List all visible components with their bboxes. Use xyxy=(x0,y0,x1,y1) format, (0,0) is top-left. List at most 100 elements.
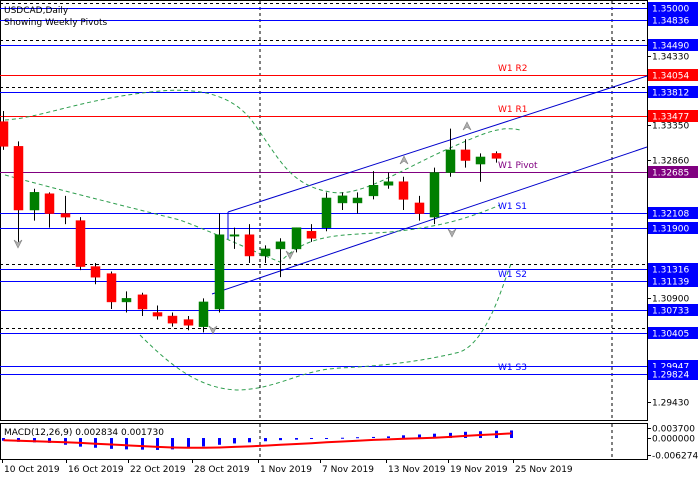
macd-histogram-bar xyxy=(110,438,113,449)
candle xyxy=(337,192,348,210)
candle-body xyxy=(429,172,440,218)
candle xyxy=(167,312,178,327)
candle xyxy=(275,238,286,278)
macd-histogram-bar xyxy=(418,434,421,439)
candle-body xyxy=(368,185,379,197)
candle xyxy=(445,128,456,177)
pivot-label: W1 Pivot xyxy=(498,161,538,171)
time-tick-label: 16 Oct 2019 xyxy=(68,465,124,475)
candle xyxy=(90,263,101,285)
macd-histogram-bar xyxy=(264,438,267,442)
candle-body xyxy=(337,195,348,204)
macd-histogram-bar xyxy=(141,438,144,450)
candle xyxy=(75,217,86,271)
price-panel-frame xyxy=(0,0,648,421)
candle xyxy=(368,171,379,200)
price-label-bg xyxy=(648,69,698,81)
pivot-label: W1 R1 xyxy=(498,105,527,115)
candle-body xyxy=(229,234,240,237)
time-tick-label: 1 Nov 2019 xyxy=(260,465,312,475)
candles xyxy=(0,111,502,333)
price-tick-label: 1.30405 xyxy=(652,330,689,340)
time-tick-label: 19 Nov 2019 xyxy=(450,465,508,475)
candle-body xyxy=(214,234,225,310)
candle xyxy=(198,298,209,333)
macd-histogram-bar xyxy=(325,438,328,440)
price-label-bg xyxy=(648,263,698,275)
pivot-label: W1 R2 xyxy=(498,64,527,74)
candle xyxy=(414,195,425,221)
candle xyxy=(13,141,24,242)
price-tick-label: 1.33477 xyxy=(652,113,689,123)
macd-histogram-bar xyxy=(248,438,251,443)
candle-body xyxy=(29,192,40,211)
candle-body xyxy=(167,315,178,324)
candle xyxy=(398,176,409,210)
time-axis: 10 Oct 2019 16 Oct 2019 22 Oct 2019 28 Oct … xyxy=(2,459,573,475)
trend-channel xyxy=(211,75,648,295)
pivot-labels: W1 R2 W1 R1 W1 Pivot W1 S1 W1 S2 W1 S3 xyxy=(498,64,538,373)
price-label-bg xyxy=(648,275,698,287)
price-label-bg xyxy=(648,304,698,316)
channel-upper-line xyxy=(227,75,648,213)
price-tick-label: 1.33350 xyxy=(652,122,689,132)
candle-body xyxy=(460,149,471,161)
candle-body xyxy=(106,273,117,303)
fractal-arrow-icon xyxy=(208,325,218,335)
price-tick-label: 1.29430 xyxy=(652,399,689,409)
price-label-bg xyxy=(648,327,698,339)
macd-histogram-bar xyxy=(171,438,174,450)
candle xyxy=(0,111,9,150)
price-label-bg xyxy=(648,207,698,219)
candle-body xyxy=(121,298,132,303)
fractal-arrows xyxy=(13,121,472,335)
macd-histogram-bar xyxy=(202,438,205,447)
macd-histogram-bar xyxy=(387,436,390,439)
time-tick-label: 28 Oct 2019 xyxy=(194,465,250,475)
candle-body xyxy=(475,156,486,165)
candle xyxy=(214,213,225,313)
candle-body xyxy=(13,146,24,211)
fractal-arrow-icon xyxy=(447,228,457,238)
macd-histogram-bar xyxy=(233,438,236,444)
candle xyxy=(460,139,471,168)
price-label-bg xyxy=(648,110,698,122)
candle xyxy=(121,291,132,313)
price-tick-label: 1.30900 xyxy=(652,295,689,305)
price-tick-label: 1.31316 xyxy=(652,266,689,276)
price-tick-label: 1.34836 xyxy=(652,17,689,27)
macd-histogram-bar xyxy=(341,437,344,439)
macd-histogram-bar xyxy=(33,438,36,443)
time-tick-label: 13 Nov 2019 xyxy=(388,465,446,475)
candle xyxy=(291,227,302,253)
candle-body xyxy=(321,197,332,228)
envelope-bands xyxy=(4,89,521,391)
price-label-bg xyxy=(648,166,698,178)
candle-body xyxy=(137,294,148,310)
candle xyxy=(183,316,194,331)
pivot-label: W1 S2 xyxy=(498,270,527,280)
candle-body xyxy=(183,319,194,326)
price-tick-label: 1.32108 xyxy=(652,210,689,220)
pivot-levels xyxy=(0,3,647,375)
candle xyxy=(475,153,486,182)
macd-tick-label: 0.003700 xyxy=(652,425,695,435)
price-tick-label: 1.34054 xyxy=(652,72,689,82)
price-tick-label: 1.34330 xyxy=(652,53,689,63)
price-label-bg xyxy=(648,2,698,14)
macd-histogram-bar xyxy=(310,438,313,440)
macd-histogram-bar xyxy=(187,438,190,449)
price-tick-label: 1.32860 xyxy=(652,157,689,167)
candle-body xyxy=(90,266,101,278)
candle xyxy=(244,224,255,264)
candle xyxy=(306,224,317,242)
subtitle-label: Showing Weekly Pivots xyxy=(4,18,107,28)
price-label-bg xyxy=(648,14,698,26)
candle xyxy=(383,172,394,189)
price-tick-label: 1.31139 xyxy=(652,278,689,288)
time-tick-label: 25 Nov 2019 xyxy=(515,465,573,475)
candle-body xyxy=(152,312,163,317)
candle xyxy=(29,188,40,221)
